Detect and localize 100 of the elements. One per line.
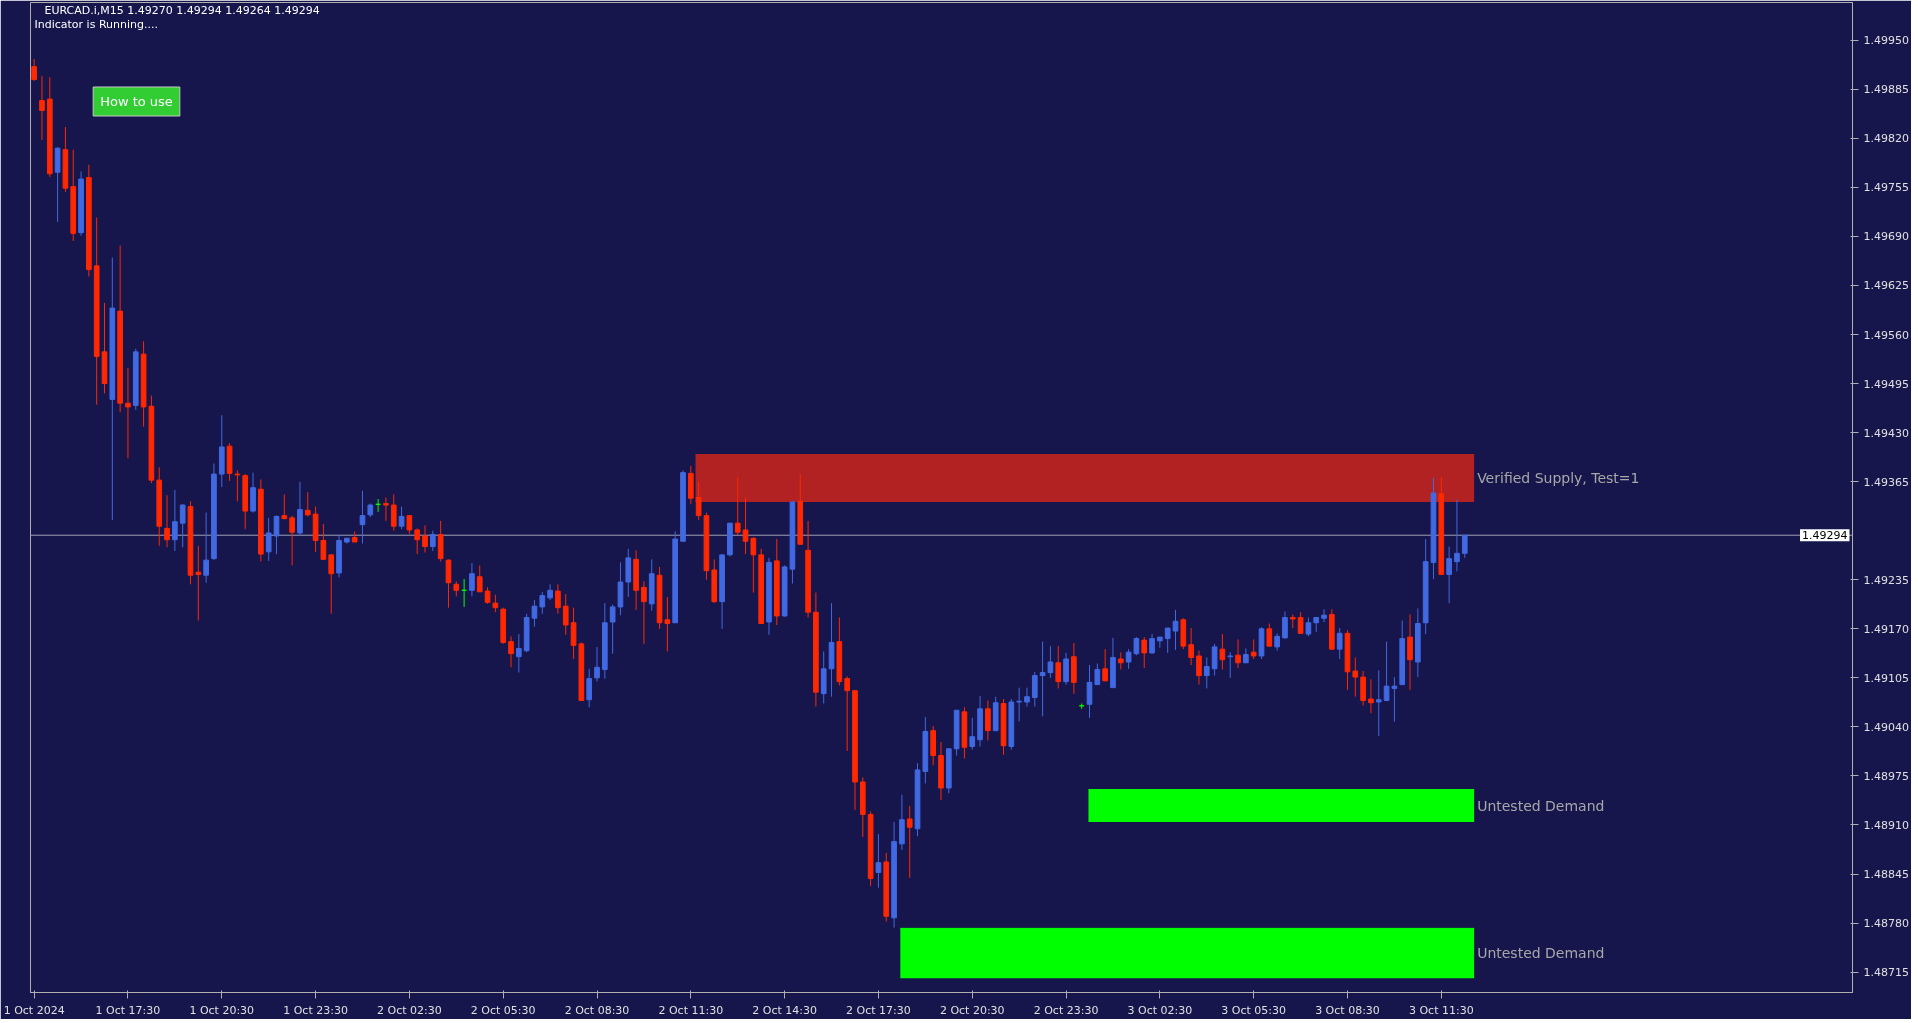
candlestick bbox=[383, 497, 389, 522]
candlestick bbox=[297, 481, 303, 537]
candlestick bbox=[304, 491, 311, 517]
candlestick bbox=[508, 635, 514, 668]
candlestick bbox=[734, 476, 741, 536]
candlestick bbox=[414, 527, 421, 555]
chart-title: EURCAD.i,M15 1.49270 1.49294 1.49264 1.49294 bbox=[44, 3, 320, 17]
y-tick-label: 1.48910 bbox=[1863, 818, 1909, 832]
y-tick-label: 1.48845 bbox=[1863, 868, 1909, 882]
y-tick-label: 1.49820 bbox=[1863, 132, 1909, 146]
y-tick-label: 1.48780 bbox=[1863, 917, 1909, 931]
candlestick bbox=[1446, 546, 1452, 604]
candlestick bbox=[1235, 638, 1241, 669]
y-tick-label: 1.49950 bbox=[1863, 34, 1909, 48]
candlestick bbox=[1188, 627, 1194, 666]
candlestick bbox=[328, 554, 335, 615]
candlestick bbox=[390, 493, 397, 532]
candlestick bbox=[1360, 670, 1366, 707]
candlestick bbox=[985, 699, 991, 741]
candlestick bbox=[1368, 678, 1374, 714]
candlestick bbox=[1203, 656, 1210, 689]
candlestick bbox=[1336, 627, 1343, 660]
x-tick-label: 3 Oct 08:30 bbox=[1315, 1003, 1380, 1017]
y-tick-label: 1.49690 bbox=[1863, 230, 1909, 244]
text: Indicator is Running.... bbox=[34, 17, 158, 31]
x-tick-label: 2 Oct 23:30 bbox=[1033, 1003, 1099, 1017]
y-tick-label: 1.49495 bbox=[1863, 377, 1909, 391]
candlestick bbox=[875, 833, 882, 889]
y-tick-label: 1.49560 bbox=[1863, 328, 1909, 342]
y-tick-label: 1.48715 bbox=[1863, 966, 1909, 980]
y-tick-label: 1.49235 bbox=[1863, 573, 1909, 587]
candlestick bbox=[289, 515, 295, 566]
x-tick-label: 1 Oct 2024 bbox=[3, 1003, 65, 1017]
candlestick bbox=[1196, 650, 1202, 686]
candlestick bbox=[39, 75, 45, 141]
candlestick bbox=[476, 564, 483, 593]
candlestick bbox=[359, 490, 366, 545]
series-label: Untested Demand bbox=[1477, 797, 1605, 814]
x-tick-label: 2 Oct 05:30 bbox=[470, 1003, 536, 1017]
candlestick bbox=[164, 494, 170, 548]
candlestick bbox=[422, 524, 428, 554]
candlestick bbox=[1024, 687, 1030, 708]
y-tick-label: 1.49885 bbox=[1863, 83, 1909, 97]
y-tick-label: 1.49040 bbox=[1863, 720, 1909, 734]
candlestick bbox=[31, 58, 37, 82]
candlestick bbox=[594, 646, 600, 683]
x-tick-label: 2 Oct 14:30 bbox=[752, 1003, 817, 1017]
candlestick bbox=[1407, 613, 1413, 691]
x-tick-label: 1 Oct 20:30 bbox=[189, 1003, 255, 1017]
candlestick bbox=[1149, 633, 1155, 655]
candlestick bbox=[1282, 610, 1288, 640]
x-tick-label: 1 Oct 23:30 bbox=[283, 1003, 348, 1017]
candlestick bbox=[1266, 623, 1273, 648]
candlestick bbox=[1375, 669, 1382, 737]
candlestick bbox=[1321, 608, 1327, 623]
y-tick-label: 1.49105 bbox=[1863, 671, 1909, 685]
candlestick bbox=[906, 805, 913, 879]
y-tick-label: 1.49625 bbox=[1863, 279, 1909, 293]
candlestick bbox=[1461, 534, 1468, 559]
candlestick bbox=[1102, 648, 1108, 682]
candlestick bbox=[609, 604, 616, 655]
candlestick bbox=[430, 530, 436, 552]
candlestick bbox=[250, 472, 256, 514]
candlestick bbox=[406, 515, 413, 535]
candlestick bbox=[515, 633, 522, 674]
y-tick-label: 1.48975 bbox=[1863, 769, 1909, 783]
annotation: How to use bbox=[100, 94, 173, 109]
x-tick-label: 2 Oct 02:30 bbox=[377, 1003, 442, 1017]
candlestick bbox=[1219, 633, 1226, 671]
x-tick-label: 3 Oct 05:30 bbox=[1221, 1003, 1287, 1017]
candlestick bbox=[203, 512, 209, 584]
candlestick bbox=[445, 558, 452, 609]
candlestick bbox=[398, 506, 405, 530]
candlestick bbox=[1211, 643, 1218, 677]
y-tick-label: 1.49430 bbox=[1863, 426, 1909, 440]
series-label: Untested Demand bbox=[1477, 945, 1605, 962]
candlestick bbox=[1055, 645, 1062, 689]
x-tick-label: 2 Oct 17:30 bbox=[846, 1003, 911, 1017]
candlestick bbox=[1227, 651, 1234, 679]
candlestick bbox=[172, 489, 178, 552]
ref-line-label: 1.49294 bbox=[1802, 529, 1848, 543]
y-tick-label: 1.49365 bbox=[1863, 475, 1909, 489]
x-tick-label: 3 Oct 02:30 bbox=[1127, 1003, 1193, 1017]
candlestick bbox=[586, 668, 593, 708]
candlestick bbox=[195, 545, 202, 621]
candlestick bbox=[1016, 687, 1022, 723]
candlestick bbox=[539, 591, 546, 615]
candlestick bbox=[469, 562, 475, 597]
candlestick bbox=[1454, 499, 1460, 572]
candlestick bbox=[695, 481, 702, 521]
x-tick-label: 2 Oct 11:30 bbox=[658, 1003, 724, 1017]
candlestick bbox=[1063, 652, 1069, 686]
x-tick-label: 3 Oct 11:30 bbox=[1408, 1003, 1474, 1017]
candlestick bbox=[234, 469, 241, 502]
x-tick-label: 1 Oct 17:30 bbox=[95, 1003, 161, 1017]
candlestick bbox=[1031, 671, 1038, 708]
candlestick bbox=[969, 717, 976, 751]
candlestick bbox=[179, 503, 186, 548]
candlestick bbox=[1157, 636, 1163, 649]
candlestick bbox=[555, 583, 561, 615]
